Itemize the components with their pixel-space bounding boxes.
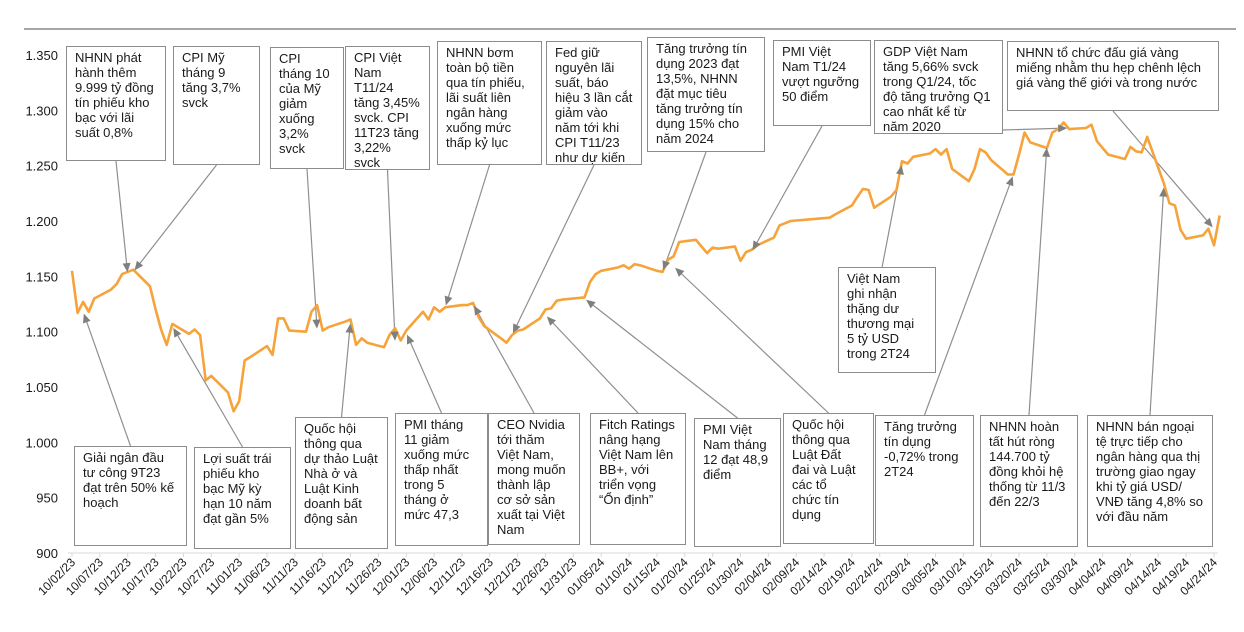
y-tick-label: 900 <box>36 546 58 561</box>
x-axis: 10/02/2310/07/2310/12/2310/17/2310/22/23… <box>35 552 1220 598</box>
annotation-arrowhead <box>512 323 521 334</box>
annotation-leader-line <box>1002 127 1062 131</box>
y-tick-label: 1.000 <box>25 435 58 450</box>
annotation-leader-line <box>664 151 707 265</box>
y-tick-label: 1.050 <box>25 380 58 395</box>
annotation-leader-line <box>386 169 396 335</box>
y-tick-label: 1.150 <box>25 269 58 284</box>
y-tick-label: 1.250 <box>25 159 58 174</box>
annotation-leader-line <box>550 320 639 414</box>
annotation-leader-line <box>1028 153 1047 416</box>
annotation-a7: Tăng trưởng tín dụng 2023 đạt 13,5%, NHN… <box>647 37 765 152</box>
annotation-a11: Việt Nam ghi nhận thặng dư thương mại 5 … <box>838 267 936 373</box>
annotation-leader-line <box>1112 110 1210 224</box>
annotation-arrowhead <box>173 327 182 338</box>
annotation-arrowhead <box>1058 124 1068 133</box>
annotation-arrowhead <box>83 313 91 324</box>
annotation-a1: NHNN phát hành thêm 9.999 tỷ đồng tín ph… <box>66 46 166 161</box>
annotation-a2: CPI Mỹ tháng 9 tăng 3,7% svck <box>173 46 260 165</box>
annotation-b5: CEO Nvidia tới thăm Việt Nam, mong muốn … <box>488 413 580 545</box>
annotation-a4: CPI Việt Nam T11/24 tăng 3,45% svck. CPI… <box>345 46 430 170</box>
annotation-arrowhead <box>345 323 354 334</box>
annotation-b6: Fitch Ratings nâng hạng Việt Nam lên BB+… <box>590 413 686 545</box>
annotation-leader-line <box>115 160 128 267</box>
annotation-b2: Lợi suất trái phiếu kho bạc Mỹ kỳ hạn 10… <box>194 447 291 549</box>
annotation-arrowhead <box>546 316 556 326</box>
annotation-leader-line <box>590 302 738 419</box>
annotation-leader-line <box>137 164 217 266</box>
y-axis: 900 950 1.000 1.050 1.100 1.150 1.200 1.250 1.30… <box>25 48 58 561</box>
annotation-arrowhead <box>1042 147 1051 157</box>
annotation-arrowhead <box>1005 176 1014 187</box>
annotation-leader-line <box>923 181 1012 416</box>
annotation-b8: Quốc hội thông qua Luật Đất đai và Luật … <box>783 413 874 544</box>
annotation-b7: PMI Việt Nam tháng 12 đạt 48,9 điểm <box>694 418 781 547</box>
annotation-leader-line <box>306 168 318 323</box>
annotation-b1: Giải ngân đầu tư công 9T23 đạt trên 50% … <box>74 446 187 546</box>
annotation-leader-line <box>408 339 443 414</box>
annotation-b10: NHNN hoàn tất hút ròng 144.700 tỷ đồng k… <box>980 415 1078 547</box>
annotation-leader-line <box>1149 193 1164 416</box>
annotation-a8: PMI Việt Nam T1/24 vượt ngưỡng 50 điểm <box>773 40 871 126</box>
annotation-arrowhead <box>896 165 904 176</box>
annotation-leader-line <box>755 125 823 246</box>
annotation-b11: NHNN bán ngoại tệ trực tiếp cho ngân hàn… <box>1087 415 1213 547</box>
y-tick-label: 1.100 <box>25 325 58 340</box>
annotation-arrowhead <box>390 331 399 341</box>
annotation-arrowhead <box>662 260 671 271</box>
annotation-leader-line <box>175 332 244 448</box>
annotation-arrowhead <box>444 295 453 306</box>
annotation-a6: Fed giữ nguyên lãi suất, báo hiệu 3 lần … <box>546 41 642 165</box>
annotation-arrowhead <box>675 267 685 277</box>
annotation-arrowhead <box>134 260 144 271</box>
annotation-arrowheads <box>83 124 1213 345</box>
annotation-b3: Quốc hội thông qua dự thảo Luật Nhà ở và… <box>295 417 388 549</box>
annotation-a3: CPI tháng 10 của Mỹ giảm xuống 3,2% svck <box>270 47 344 169</box>
annotation-a10: NHNN tổ chức đấu giá vàng miếng nhằm thu… <box>1007 41 1219 111</box>
annotation-arrowhead <box>1159 187 1168 197</box>
annotation-leader-line <box>340 329 351 418</box>
annotation-arrowhead <box>586 299 596 309</box>
annotation-a9: GDP Việt Nam tăng 5,66% svck trong Q1/24… <box>874 40 1003 134</box>
annotation-leader-line <box>447 164 491 300</box>
series-line <box>70 121 1221 413</box>
y-tick-label: 950 <box>36 491 58 506</box>
annotation-b9: Tăng trưởng tín dụng -0,72% trong 2T24 <box>875 415 974 546</box>
annotation-arrowhead <box>752 240 761 251</box>
y-tick-label: 1.350 <box>25 48 58 63</box>
annotation-a5: NHNN bơm toàn bộ tiền qua tín phiếu, lãi… <box>437 41 542 165</box>
annotation-b4: PMI tháng 11 giảm xuống mức thấp nhất tr… <box>395 413 488 546</box>
annotation-leader-line <box>515 164 595 329</box>
annotation-arrowhead <box>312 319 321 329</box>
annotation-leader-line <box>679 271 829 414</box>
annotation-arrowhead <box>407 334 415 345</box>
annotation-leader-line <box>85 319 132 447</box>
y-tick-label: 1.200 <box>25 214 58 229</box>
annotation-arrowhead <box>474 305 482 316</box>
y-tick-label: 1.300 <box>25 103 58 118</box>
annotation-arrowhead <box>1203 217 1213 228</box>
annotation-arrowhead <box>122 262 131 273</box>
